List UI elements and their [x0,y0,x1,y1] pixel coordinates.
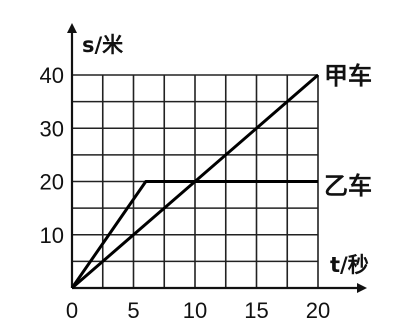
y-tick-label-0: 10 [40,223,64,248]
y-tick-label-3: 40 [40,63,64,88]
x-tick-label-1: 5 [127,298,139,323]
y-tick-label-2: 30 [40,116,64,141]
x-tick-label-4: 20 [306,298,330,323]
series-label-jia: 甲车 [324,62,372,90]
x-tick-label-3: 15 [244,298,268,323]
series-label-yi: 乙车 [324,172,372,200]
series-lines [70,73,319,290]
tick-labels: 0 5 10 15 20 10 20 30 40 [40,63,331,323]
x-tick-label-0: 0 [66,298,78,323]
series-line-1 [70,180,318,289]
y-axis-label: s/米 [82,33,124,57]
x-axis-label: t/秒 [330,253,369,277]
x-tick-label-2: 10 [183,298,207,323]
y-tick-label-1: 20 [40,170,64,195]
axes [67,23,367,293]
